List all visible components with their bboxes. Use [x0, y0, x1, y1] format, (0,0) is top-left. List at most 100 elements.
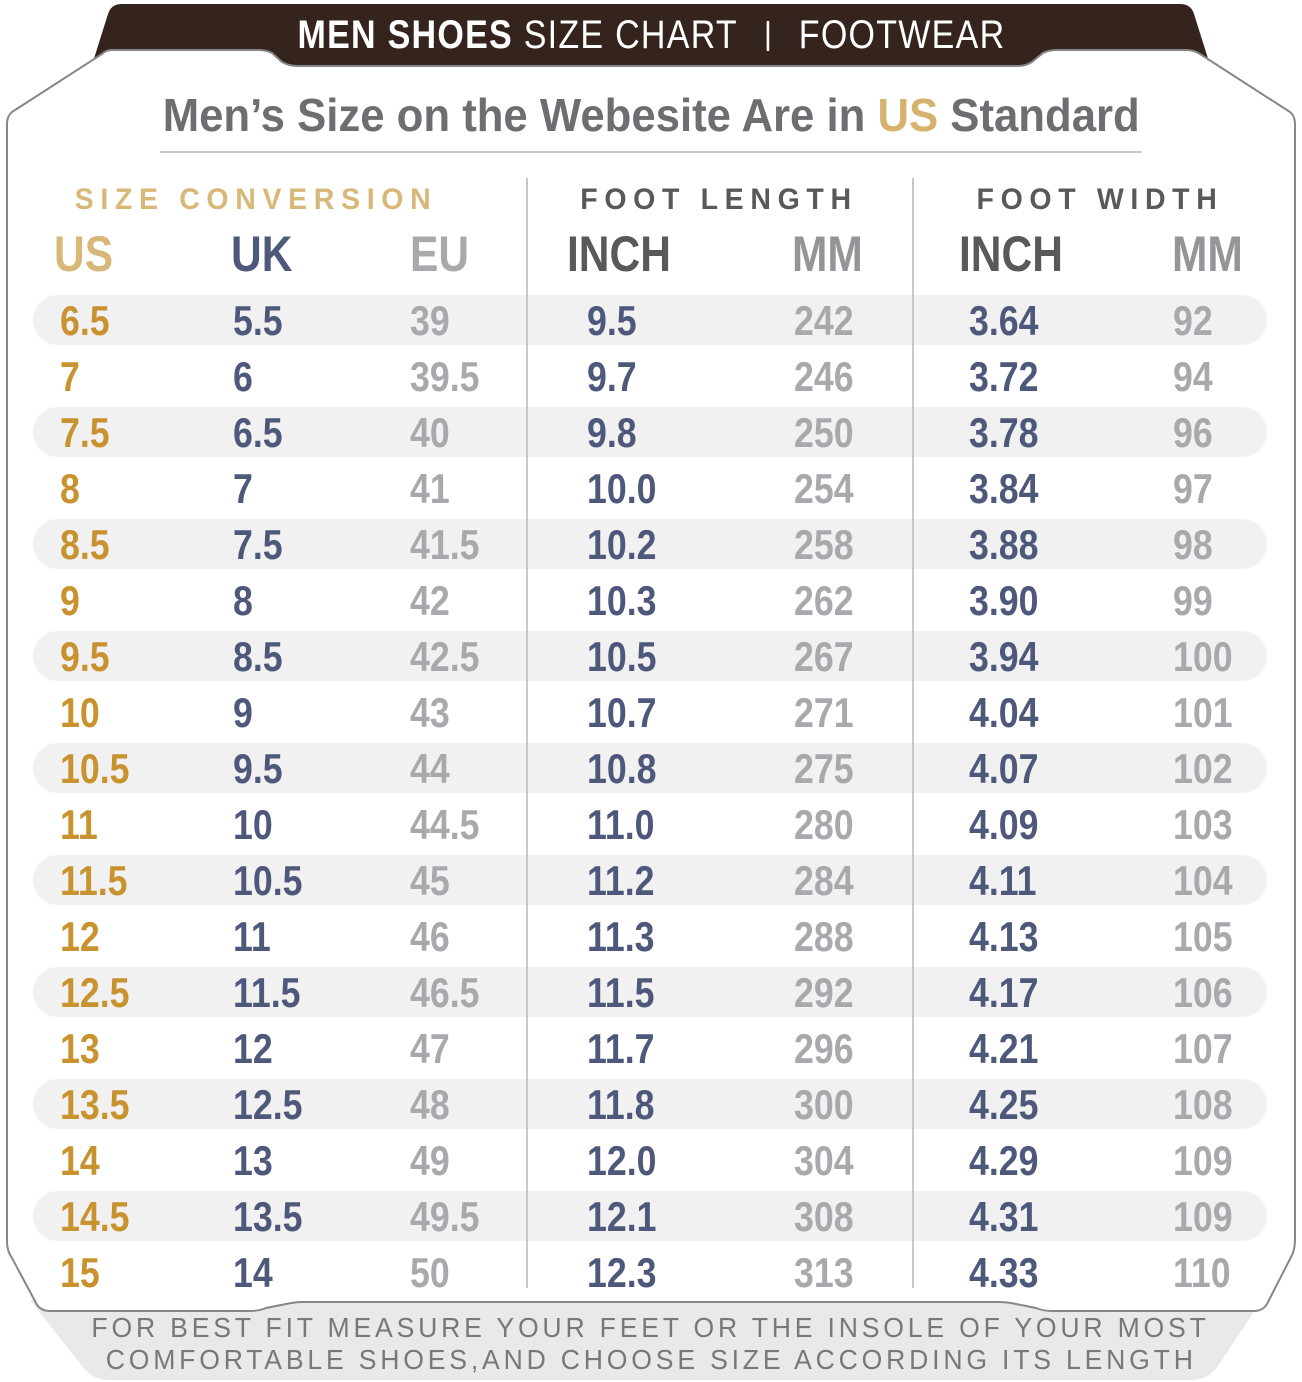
cell-uk: 11: [233, 913, 271, 960]
cell-uk: 8.5: [233, 633, 283, 680]
cell-width-inch: 4.25: [969, 1081, 1039, 1128]
cell-length-mm: 275: [794, 745, 854, 792]
cell-length-inch: 11.8: [587, 1081, 655, 1128]
cell-uk: 13: [233, 1137, 273, 1184]
cell-uk: 7: [233, 465, 253, 512]
cell-width-inch: 4.04: [969, 689, 1039, 736]
page-title-suffix: Standard: [937, 89, 1140, 141]
cell-length-inch: 11.5: [587, 969, 655, 1016]
cell-us: 14: [60, 1137, 100, 1184]
section-header-foot-width: FOOT WIDTH: [976, 183, 1224, 216]
cell-length-mm: 296: [794, 1025, 854, 1072]
cell-uk: 6.5: [233, 409, 283, 456]
cell-length-mm: 308: [794, 1193, 854, 1240]
cell-width-mm: 98: [1173, 521, 1213, 568]
cell-width-mm: 105: [1173, 913, 1233, 960]
cell-length-inch: 11.7: [587, 1025, 655, 1072]
cell-width-mm: 104: [1173, 857, 1233, 904]
banner-divider-bar: [766, 21, 769, 51]
cell-eu: 43: [410, 689, 450, 736]
cell-eu: 44.5: [410, 801, 480, 848]
cell-length-inch: 10.8: [587, 745, 657, 792]
cell-uk: 13.5: [233, 1193, 303, 1240]
cell-length-mm: 246: [794, 353, 854, 400]
cell-width-mm: 110: [1173, 1249, 1231, 1296]
column-header-row: US UK EU INCH MM INCH MM: [0, 224, 1302, 284]
table-row: 12.5 11.5 46.5 11.5 292 4.17 106: [0, 964, 1302, 1020]
cell-width-inch: 4.17: [969, 969, 1039, 1016]
table-row: 10 9 43 10.7 271 4.04 101: [0, 684, 1302, 740]
column-header-width-mm: MM: [1172, 226, 1243, 282]
table-rows: 6.5 5.5 39 9.5 242 3.64 92 7 6 39.5 9.7 246 3.72 94 7.…: [0, 292, 1302, 1300]
cell-us: 11: [60, 801, 98, 848]
cell-us: 7: [60, 353, 80, 400]
cell-eu: 49.5: [410, 1193, 480, 1240]
cell-length-inch: 12.3: [587, 1249, 657, 1296]
table-row: 9 8 42 10.3 262 3.90 99: [0, 572, 1302, 628]
cell-length-inch: 10.5: [587, 633, 657, 680]
cell-width-mm: 108: [1173, 1081, 1233, 1128]
cell-us: 10.5: [60, 745, 130, 792]
section-header-foot-length: FOOT LENGTH: [580, 183, 858, 216]
cell-uk: 8: [233, 577, 253, 624]
cell-us: 13: [60, 1025, 100, 1072]
column-header-eu: EU: [410, 226, 470, 282]
cell-eu: 50: [410, 1249, 450, 1296]
cell-length-mm: 242: [794, 297, 854, 344]
cell-width-inch: 3.90: [969, 577, 1039, 624]
cell-length-inch: 10.7: [587, 689, 657, 736]
section-header-size-conversion: SIZE CONVERSION: [74, 183, 438, 216]
banner-brand-regular: SIZE CHART: [523, 13, 737, 57]
table-row: 11 10 44.5 11.0 280 4.09 103: [0, 796, 1302, 852]
page-title-prefix: Men’s Size on the Webesite Are in: [162, 89, 878, 141]
table-row: 11.5 10.5 45 11.2 284 4.11 104: [0, 852, 1302, 908]
table-row: 14.5 13.5 49.5 12.1 308 4.31 109: [0, 1188, 1302, 1244]
cell-length-mm: 262: [794, 577, 854, 624]
cell-us: 13.5: [60, 1081, 130, 1128]
cell-length-inch: 9.7: [587, 353, 637, 400]
cell-width-mm: 94: [1173, 353, 1213, 400]
cell-us: 10: [60, 689, 100, 736]
cell-width-mm: 92: [1173, 297, 1213, 344]
cell-length-mm: 300: [794, 1081, 854, 1128]
cell-length-mm: 292: [794, 969, 854, 1016]
cell-eu: 47: [410, 1025, 450, 1072]
cell-length-mm: 288: [794, 913, 854, 960]
cell-width-inch: 3.94: [969, 633, 1039, 680]
cell-length-inch: 12.0: [587, 1137, 657, 1184]
cell-uk: 9.5: [233, 745, 283, 792]
table-row: 13.5 12.5 48 11.8 300 4.25 108: [0, 1076, 1302, 1132]
banner-title: MEN SHOES SIZE CHART FOOTWEAR: [0, 13, 1302, 58]
cell-us: 9.5: [60, 633, 110, 680]
table-row: 7.5 6.5 40 9.8 250 3.78 96: [0, 404, 1302, 460]
cell-width-mm: 103: [1173, 801, 1233, 848]
banner-ribbon-shape: [86, 4, 1216, 84]
cell-width-inch: 4.31: [969, 1193, 1039, 1240]
cell-width-inch: 3.88: [969, 521, 1039, 568]
cell-length-mm: 304: [794, 1137, 854, 1184]
cell-width-inch: 4.09: [969, 801, 1039, 848]
cell-length-inch: 10.3: [587, 577, 657, 624]
cell-uk: 10: [233, 801, 273, 848]
column-header-uk: UK: [231, 226, 293, 282]
cell-uk: 12.5: [233, 1081, 303, 1128]
cell-length-inch: 11.2: [587, 857, 655, 904]
cell-eu: 42: [410, 577, 450, 624]
cell-eu: 45: [410, 857, 450, 904]
cell-width-inch: 4.33: [969, 1249, 1039, 1296]
cell-length-inch: 10.2: [587, 521, 657, 568]
page-title: Men’s Size on the Webesite Are in US Sta…: [0, 88, 1302, 142]
cell-length-mm: 250: [794, 409, 854, 456]
table-row: 10.5 9.5 44 10.8 275 4.07 102: [0, 740, 1302, 796]
cell-uk: 5.5: [233, 297, 283, 344]
column-header-length-inch: INCH: [567, 226, 671, 282]
cell-length-inch: 9.5: [587, 297, 637, 344]
cell-width-inch: 3.78: [969, 409, 1039, 456]
cell-width-mm: 107: [1173, 1025, 1233, 1072]
table-row: 7 6 39.5 9.7 246 3.72 94: [0, 348, 1302, 404]
cell-us: 8.5: [60, 521, 110, 568]
cell-us: 15: [60, 1249, 100, 1296]
cell-width-mm: 97: [1173, 465, 1213, 512]
cell-length-mm: 280: [794, 801, 854, 848]
cell-uk: 12: [233, 1025, 273, 1072]
